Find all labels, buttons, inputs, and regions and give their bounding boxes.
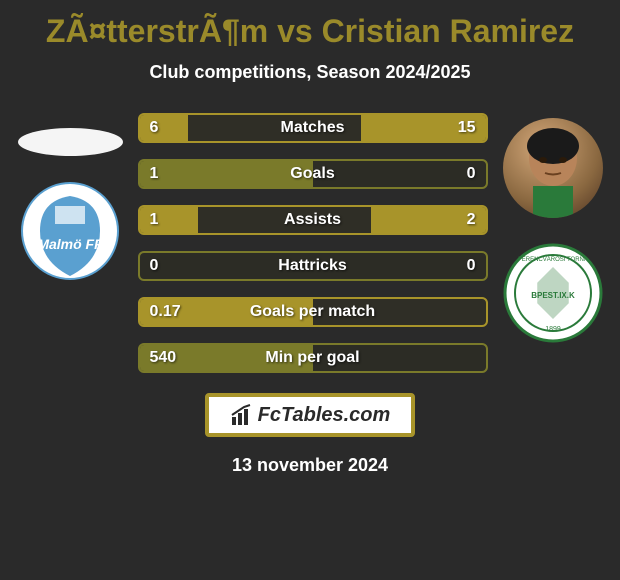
stat-label: Goals per match bbox=[250, 303, 375, 321]
stat-label: Hattricks bbox=[278, 257, 346, 275]
stat-right-value: 0 bbox=[467, 165, 476, 183]
player-left-avatar bbox=[18, 128, 123, 156]
stat-right-value: 0 bbox=[467, 257, 476, 275]
stat-left-value: 1 bbox=[150, 165, 159, 183]
stat-row-assists: 1 Assists 2 bbox=[138, 205, 488, 235]
svg-text:Malmö FF: Malmö FF bbox=[37, 236, 103, 252]
stat-fill-left bbox=[140, 161, 313, 187]
club-badge-left: Malmö FF bbox=[20, 181, 120, 281]
footer-site-text: FcTables.com bbox=[258, 404, 391, 427]
stats-area: Malmö FF 6 Matches 15 1 Goals 0 1 Assists 2 0 Hatt… bbox=[10, 113, 610, 373]
subtitle: Club competitions, Season 2024/2025 bbox=[10, 62, 610, 83]
stat-right-value: 15 bbox=[458, 119, 476, 137]
stat-left-value: 1 bbox=[150, 211, 159, 229]
stat-row-matches: 6 Matches 15 bbox=[138, 113, 488, 143]
stat-label: Assists bbox=[284, 211, 341, 229]
svg-text:BPEST.IX.K: BPEST.IX.K bbox=[531, 291, 575, 300]
footer-site-badge[interactable]: FcTables.com bbox=[205, 393, 415, 437]
footer-date: 13 november 2024 bbox=[10, 455, 610, 476]
page-title: ZÃ¤tterstrÃ¶m vs Cristian Ramirez bbox=[10, 13, 610, 50]
stat-left-value: 0.17 bbox=[150, 303, 181, 321]
svg-text:FERENCVÁROSI TORNA: FERENCVÁROSI TORNA bbox=[518, 256, 588, 263]
stat-left-value: 540 bbox=[150, 349, 177, 367]
stat-row-hattricks: 0 Hattricks 0 bbox=[138, 251, 488, 281]
chart-icon bbox=[230, 403, 254, 427]
stat-row-goals: 1 Goals 0 bbox=[138, 159, 488, 189]
stat-label: Min per goal bbox=[265, 349, 359, 367]
player-right-column: FERENCVÁROSI TORNA BPEST.IX.K 1899 bbox=[503, 113, 603, 343]
stat-row-min-per-goal: 540 Min per goal bbox=[138, 343, 488, 373]
stat-left-value: 6 bbox=[150, 119, 159, 137]
svg-text:1899: 1899 bbox=[545, 326, 561, 333]
club-badge-right: FERENCVÁROSI TORNA BPEST.IX.K 1899 bbox=[503, 243, 603, 343]
stat-fill-left bbox=[140, 207, 199, 233]
stat-row-goals-per-match: 0.17 Goals per match bbox=[138, 297, 488, 327]
stat-left-value: 0 bbox=[150, 257, 159, 275]
stat-rows: 6 Matches 15 1 Goals 0 1 Assists 2 0 Hattricks 0 0.1… bbox=[138, 113, 488, 373]
stat-right-value: 2 bbox=[467, 211, 476, 229]
comparison-widget: ZÃ¤tterstrÃ¶m vs Cristian Ramirez Club c… bbox=[0, 0, 620, 481]
stat-label: Goals bbox=[290, 165, 334, 183]
player-left-column: Malmö FF bbox=[18, 113, 123, 281]
stat-label: Matches bbox=[280, 119, 344, 137]
player-right-avatar bbox=[503, 118, 603, 218]
stat-fill-left bbox=[140, 115, 188, 141]
